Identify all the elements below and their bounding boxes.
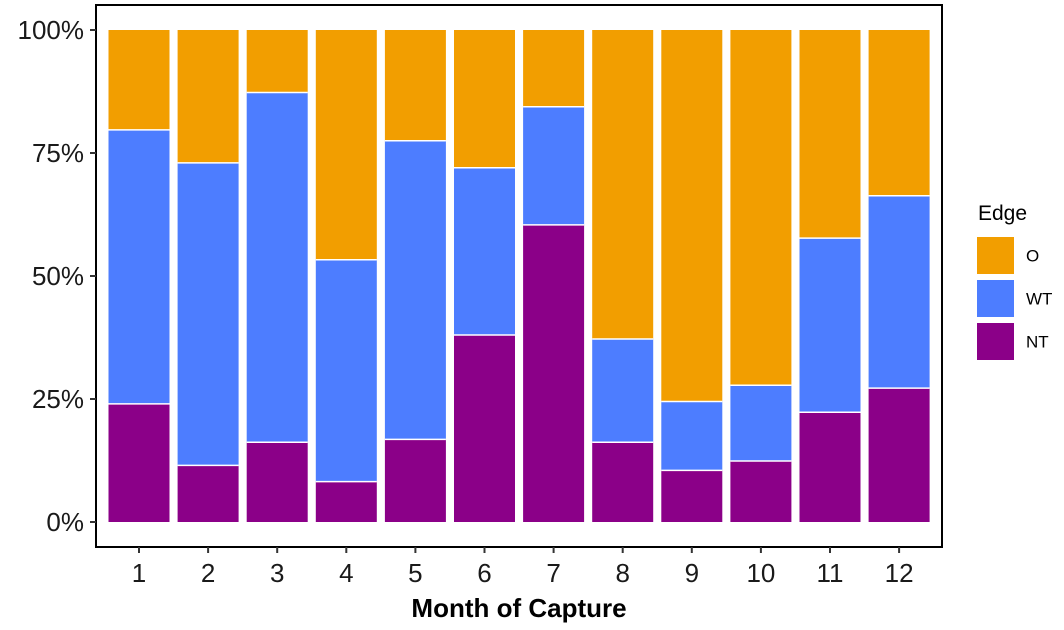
x-axis-title: Month of Capture bbox=[411, 593, 626, 623]
x-tick-label: 2 bbox=[201, 558, 215, 588]
bar-wt-month-9 bbox=[661, 401, 723, 471]
legend-label-wt: WT bbox=[1026, 290, 1052, 309]
bar-nt-month-7 bbox=[523, 224, 585, 522]
bar-o-month-9 bbox=[661, 30, 723, 402]
x-tick-label: 6 bbox=[477, 558, 491, 588]
y-tick-label: 0% bbox=[46, 507, 84, 537]
bar-nt-month-8 bbox=[592, 442, 654, 522]
x-tick-label: 1 bbox=[132, 558, 146, 588]
bar-wt-month-8 bbox=[592, 338, 654, 443]
legend-title: Edge bbox=[978, 202, 1027, 225]
bar-o-month-7 bbox=[523, 30, 585, 107]
bar-o-month-4 bbox=[315, 30, 377, 260]
bar-wt-month-12 bbox=[868, 195, 930, 389]
x-tick-label: 12 bbox=[885, 558, 914, 588]
legend-key-nt bbox=[977, 323, 1014, 360]
bar-nt-month-10 bbox=[730, 460, 792, 522]
bar-nt-month-12 bbox=[868, 388, 930, 522]
bar-o-month-3 bbox=[246, 30, 308, 93]
bar-o-month-10 bbox=[730, 30, 792, 386]
bar-o-month-1 bbox=[108, 30, 170, 130]
bar-wt-month-6 bbox=[454, 167, 515, 336]
bar-o-month-8 bbox=[592, 30, 654, 339]
legend-key-wt bbox=[977, 280, 1014, 317]
legend: Edge O WT NT bbox=[977, 202, 1052, 360]
legend-label-nt: NT bbox=[1026, 333, 1049, 352]
bar-o-month-2 bbox=[177, 30, 239, 163]
bar-wt-month-10 bbox=[730, 385, 792, 461]
bar-wt-month-5 bbox=[384, 140, 446, 440]
x-axis: 1 2 3 4 5 6 7 8 9 10 11 12 bbox=[132, 547, 914, 588]
x-tick-label: 8 bbox=[615, 558, 629, 588]
y-tick-label: 50% bbox=[32, 261, 84, 291]
bar-nt-month-11 bbox=[799, 412, 861, 522]
bar-nt-month-6 bbox=[454, 335, 515, 522]
bar-nt-month-5 bbox=[384, 439, 446, 522]
x-tick-label: 10 bbox=[746, 558, 775, 588]
bar-wt-month-1 bbox=[108, 129, 170, 404]
y-tick-label: 100% bbox=[18, 15, 85, 45]
bar-o-month-12 bbox=[868, 30, 930, 196]
bar-wt-month-2 bbox=[177, 162, 239, 466]
y-tick-label: 75% bbox=[32, 138, 84, 168]
x-tick-label: 9 bbox=[685, 558, 699, 588]
y-tick-label: 25% bbox=[32, 384, 84, 414]
bar-nt-month-3 bbox=[246, 442, 308, 522]
x-tick-label: 5 bbox=[408, 558, 422, 588]
bar-wt-month-11 bbox=[799, 238, 861, 413]
bar-wt-month-3 bbox=[246, 92, 308, 443]
bar-nt-month-1 bbox=[108, 403, 170, 522]
bar-nt-month-2 bbox=[177, 465, 239, 522]
bars-layer bbox=[108, 30, 930, 522]
bar-nt-month-9 bbox=[661, 470, 723, 522]
bar-wt-month-7 bbox=[523, 106, 585, 225]
legend-label-o: O bbox=[1026, 247, 1039, 266]
bar-wt-month-4 bbox=[315, 259, 377, 482]
bar-o-month-11 bbox=[799, 30, 861, 239]
x-tick-label: 11 bbox=[817, 558, 844, 588]
y-axis: 0% 25% 50% 75% 100% bbox=[18, 15, 96, 537]
bar-nt-month-4 bbox=[315, 481, 377, 522]
bar-o-month-6 bbox=[454, 30, 515, 168]
x-tick-label: 4 bbox=[339, 558, 353, 588]
x-tick-label: 7 bbox=[546, 558, 560, 588]
bar-o-month-5 bbox=[384, 30, 446, 141]
legend-key-o bbox=[977, 237, 1014, 274]
x-tick-label: 3 bbox=[270, 558, 284, 588]
